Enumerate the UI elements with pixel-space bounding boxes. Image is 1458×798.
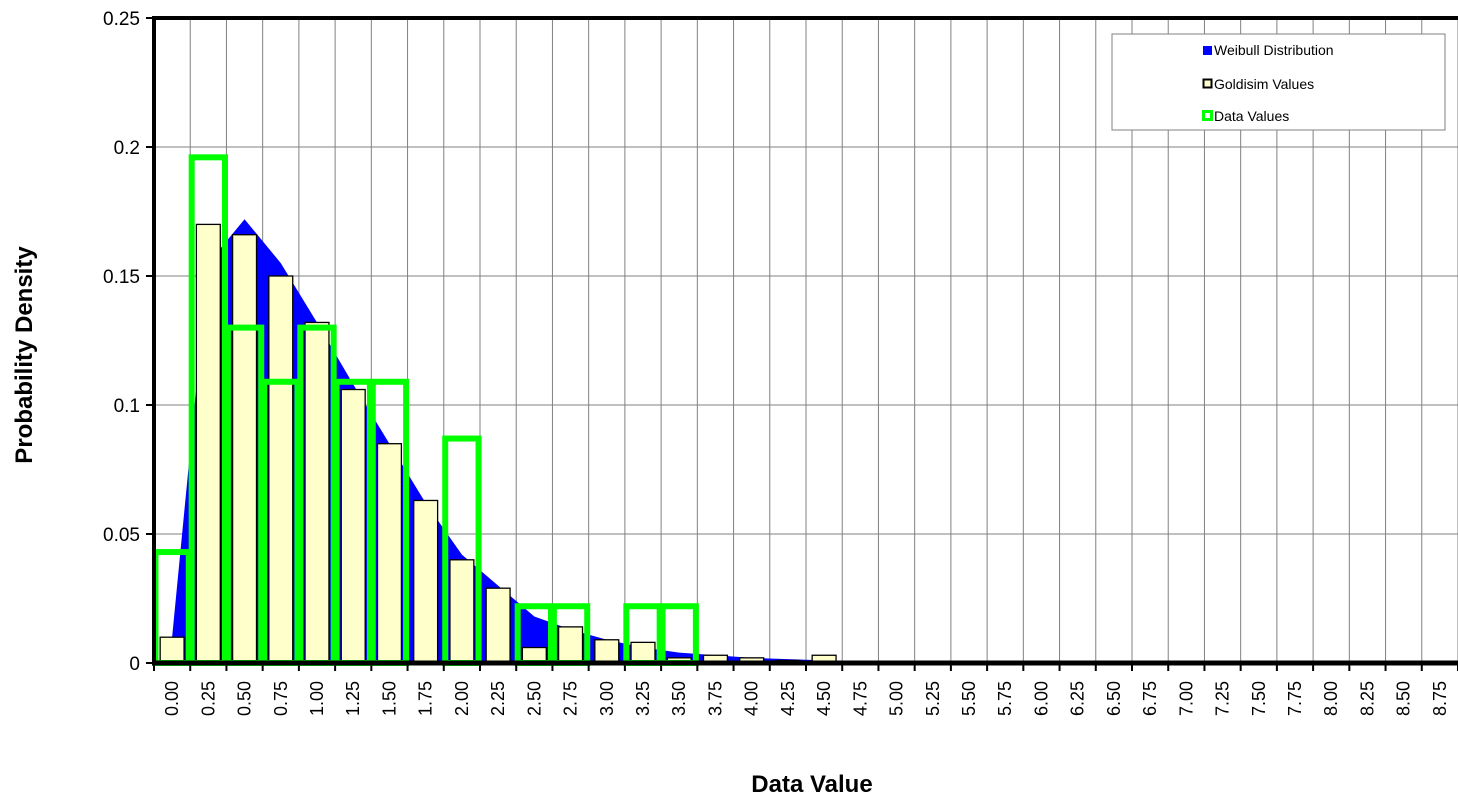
x-tick-label: 8.00 <box>1321 681 1341 716</box>
x-tick-label: 6.75 <box>1140 681 1160 716</box>
x-tick-label: 2.50 <box>524 681 544 716</box>
x-tick-label: 0.25 <box>198 681 218 716</box>
x-tick-label: 3.50 <box>669 681 689 716</box>
goldisim-bar <box>630 641 656 664</box>
x-tick-label: 8.50 <box>1394 681 1414 716</box>
goldisim-bar <box>340 388 366 664</box>
x-tick-label: 7.75 <box>1285 681 1305 716</box>
x-tick-labels: 0.00 0.25 0.50 0.75 1.00 1.25 1.50 1.75 2.00 2.25… <box>162 681 1450 716</box>
x-axis-title: Data Value <box>751 771 872 798</box>
x-tick-label: 4.00 <box>742 681 762 716</box>
x-tick-label: 3.25 <box>633 681 653 716</box>
x-tick-label: 2.00 <box>452 681 472 716</box>
x-tick-label: 0.50 <box>235 681 255 716</box>
goldisim-bar <box>304 321 330 664</box>
x-tick-label: 8.75 <box>1430 681 1450 716</box>
x-tick-label: 2.25 <box>488 681 508 716</box>
x-tick-label: 1.75 <box>416 681 436 716</box>
x-tick-label: 1.25 <box>343 681 363 716</box>
y-tick-label: 0.05 <box>103 525 140 546</box>
plot-axes <box>146 16 1458 671</box>
y-tick-label: 0.1 <box>114 396 140 417</box>
y-tick-labels: 0 0.05 0.1 0.15 0.2 0.25 <box>103 9 140 675</box>
goldisim-bar <box>268 275 294 664</box>
goldisim-bar <box>195 223 221 664</box>
goldisim-bar <box>594 639 620 664</box>
legend-label-data-values: Data Values <box>1214 108 1289 124</box>
legend-label-goldisim: Goldisim Values <box>1214 76 1314 92</box>
x-tick-label: 4.25 <box>778 681 798 716</box>
x-tick-label: 6.25 <box>1068 681 1088 716</box>
goldisim-bar <box>449 559 475 664</box>
y-tick-label: 0 <box>129 654 140 675</box>
legend-swatch-goldisim <box>1202 78 1213 89</box>
legend-swatch-data-values <box>1202 110 1213 121</box>
x-tick-label: 7.00 <box>1176 681 1196 716</box>
x-tick-label: 5.25 <box>923 681 943 716</box>
x-tick-label: 4.50 <box>814 681 834 716</box>
x-tick-label: 3.00 <box>597 681 617 716</box>
goldisim-bar <box>557 626 584 664</box>
x-tick-label: 8.25 <box>1357 681 1377 716</box>
legend-label-weibull: Weibull Distribution <box>1214 42 1334 58</box>
x-tick-label: 2.75 <box>561 681 581 716</box>
x-tick-label: 5.50 <box>959 681 979 716</box>
y-axis-title: Probability Density <box>11 246 38 464</box>
legend-box <box>1111 33 1446 131</box>
goldisim-bar <box>376 443 403 664</box>
x-tick-label: 5.00 <box>887 681 907 716</box>
x-tick-label: 5.75 <box>995 681 1015 716</box>
y-tick-label: 0.2 <box>114 138 140 159</box>
goldisim-bar <box>231 234 258 664</box>
goldisim-bar <box>159 636 185 664</box>
x-tick-label: 1.00 <box>307 681 327 716</box>
legend: Weibull Distribution Goldisim Values Dat… <box>1111 33 1446 131</box>
x-tick-label: 6.50 <box>1104 681 1124 716</box>
x-tick-label: 0.00 <box>162 681 182 716</box>
y-tick-label: 0.15 <box>103 267 140 288</box>
x-tick-label: 0.75 <box>271 681 291 716</box>
x-tick-label: 1.50 <box>379 681 399 716</box>
goldisim-bar <box>485 587 511 664</box>
x-tick-label: 3.75 <box>705 681 725 716</box>
x-tick-label: 7.25 <box>1213 681 1233 716</box>
goldisim-bar <box>413 499 439 664</box>
x-tick-label: 7.50 <box>1249 681 1269 716</box>
x-tick-label: 6.00 <box>1031 681 1051 716</box>
y-tick-label: 0.25 <box>103 9 140 30</box>
x-tick-label: 4.75 <box>850 681 870 716</box>
legend-swatch-weibull <box>1203 46 1212 55</box>
